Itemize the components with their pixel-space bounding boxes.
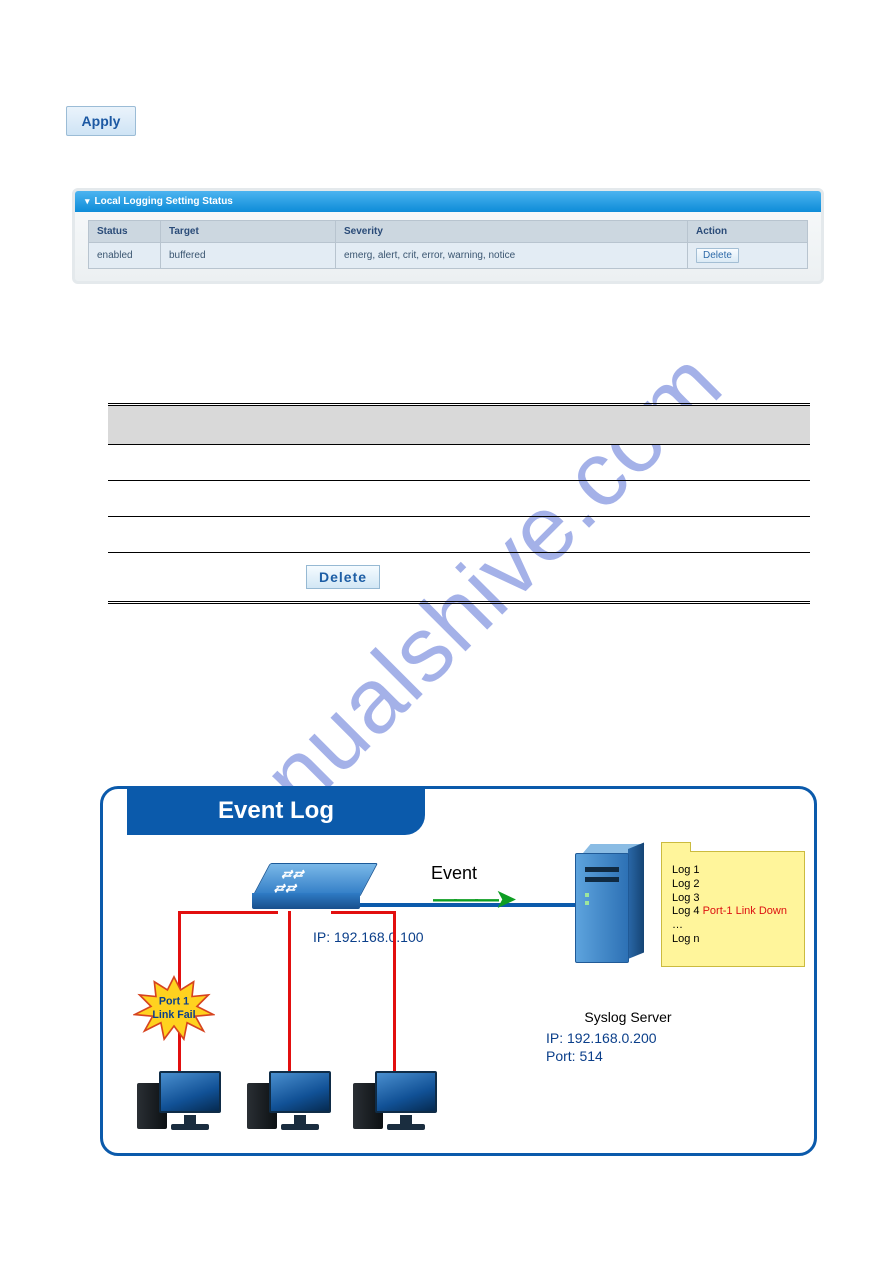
delete-button[interactable]: Delete — [696, 248, 739, 263]
log-line: Log 2 — [672, 878, 796, 892]
cell-severity: emerg, alert, crit, error, warning, noti… — [336, 243, 688, 269]
table-row — [108, 517, 810, 553]
arrow-icon: ———➤ — [433, 885, 513, 914]
event-label: Event — [431, 863, 477, 884]
log-line: Log 4 Port-1 Link Down — [672, 905, 796, 919]
col-target: Target — [161, 221, 336, 243]
log-line: … — [672, 919, 796, 933]
col-status: Status — [89, 221, 161, 243]
table-row — [108, 481, 810, 517]
local-logging-panel: Local Logging Setting Status Status Targ… — [72, 188, 824, 284]
server-icon — [575, 849, 645, 967]
fail-badge: Port 1 Link Fail — [133, 975, 215, 1041]
log-note: Log 1 Log 2 Log 3 Log 4 Port-1 Link Down… — [661, 851, 805, 967]
table-row — [108, 445, 810, 481]
delete-button[interactable]: Delete — [306, 565, 380, 589]
diagram-title: Event Log — [127, 787, 425, 835]
fail-link-line — [288, 911, 291, 1087]
table-header-row — [108, 405, 810, 445]
log-line: Log 1 — [672, 864, 796, 878]
table-row: enabled buffered emerg, alert, crit, err… — [89, 243, 808, 269]
fail-link-line — [178, 911, 278, 914]
event-log-diagram: Event Log ⇄ ⇄⇄ ⇄ IP: 192.168.0.100 Event… — [100, 786, 817, 1156]
pc-icon — [367, 1071, 445, 1141]
server-label: Syslog Server — [563, 1009, 693, 1025]
cell-status: enabled — [89, 243, 161, 269]
table-header-row: Status Target Severity Action — [89, 221, 808, 243]
col-object — [108, 405, 298, 445]
page-container: Apply Local Logging Setting Status Statu… — [0, 0, 893, 1263]
pc-icon — [261, 1071, 339, 1141]
cell-action: Delete — [688, 243, 808, 269]
svg-text:Link Fail: Link Fail — [152, 1009, 195, 1021]
server-ip: IP: 192.168.0.200 — [546, 1029, 657, 1047]
col-description — [298, 405, 810, 445]
cell-target: buffered — [161, 243, 336, 269]
log-line: Log n — [672, 933, 796, 947]
fail-link-line — [393, 911, 396, 1087]
apply-button[interactable]: Apply — [66, 106, 136, 136]
log-line: Log 3 — [672, 892, 796, 906]
switch-icon: ⇄ ⇄⇄ ⇄ — [253, 863, 363, 913]
table-row: Delete — [108, 553, 810, 603]
panel-title: Local Logging Setting Status — [75, 191, 821, 212]
pc-icon — [151, 1071, 229, 1141]
col-severity: Severity — [336, 221, 688, 243]
server-meta: IP: 192.168.0.200 Port: 514 — [546, 1029, 657, 1065]
server-port: Port: 514 — [546, 1047, 657, 1065]
svg-text:Port 1: Port 1 — [159, 996, 189, 1008]
col-action: Action — [688, 221, 808, 243]
switch-ip-label: IP: 192.168.0.100 — [313, 929, 424, 945]
description-table: Delete — [108, 403, 810, 604]
status-table: Status Target Severity Action enabled bu… — [88, 220, 808, 269]
fail-link-line — [331, 911, 395, 914]
